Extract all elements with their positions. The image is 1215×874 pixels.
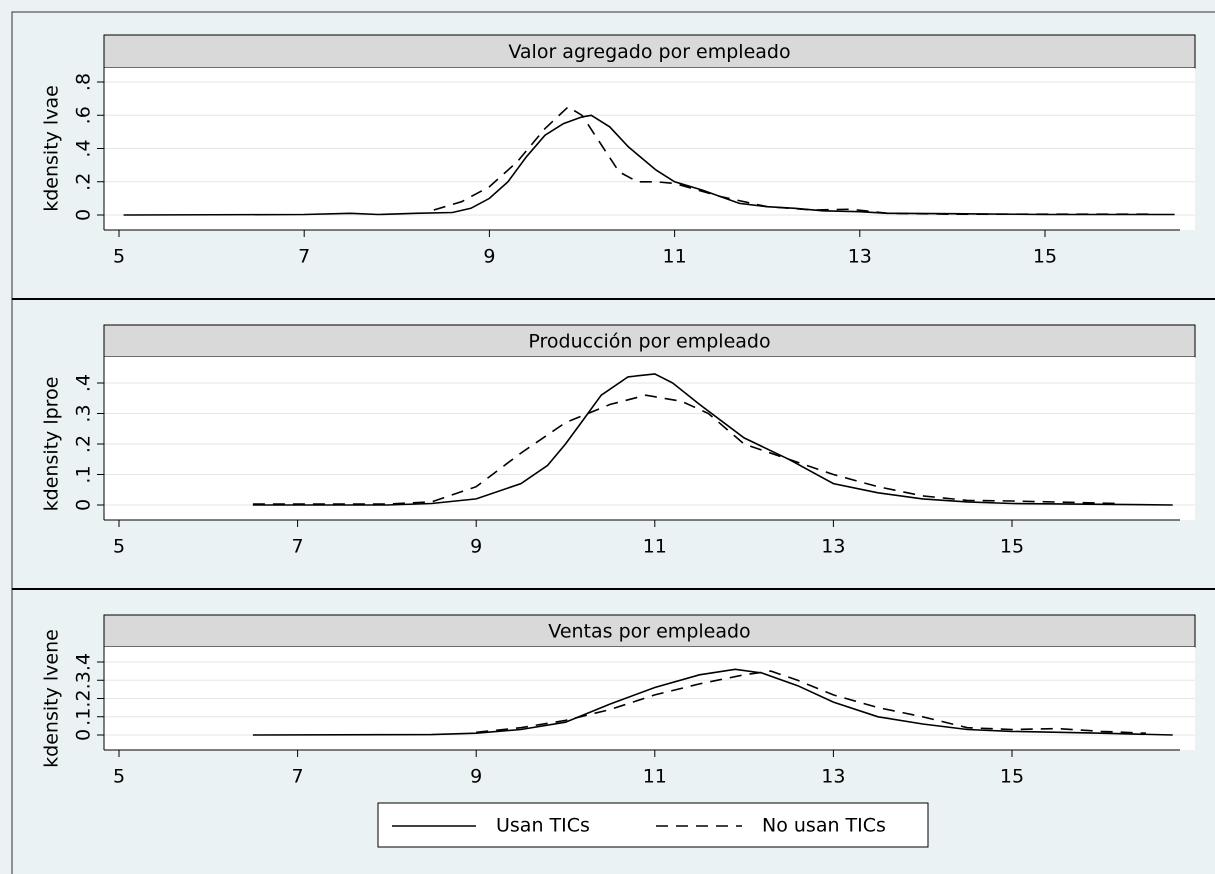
x-tick-label: 9 <box>483 246 495 268</box>
y-tick-label: 0 <box>73 209 95 221</box>
density-line <box>252 668 1173 736</box>
x-tick-label: 11 <box>663 246 687 268</box>
x-tick-label: 11 <box>643 766 667 788</box>
y-tick-label: .1 <box>73 465 95 483</box>
density-line <box>476 670 1146 734</box>
panel-title: Ventas por empleado <box>548 621 750 643</box>
legend: Usan TICs No usan TICs <box>377 802 929 848</box>
x-tick-label: 9 <box>470 766 482 788</box>
y-tick-label: .3 <box>73 404 95 422</box>
x-tick-label: 13 <box>821 536 845 558</box>
panel-title: Producción por empleado <box>528 331 770 353</box>
x-tick-label: 7 <box>298 246 310 268</box>
x-tick-label: 15 <box>1000 766 1024 788</box>
density-line <box>123 114 1175 216</box>
legend-label: Usan TICs <box>496 815 590 837</box>
y-tick-label: .3 <box>73 671 95 689</box>
panel: Producción por empleado 0 .1 .2 .3 .4 kdensity… <box>41 324 1196 558</box>
frame <box>11 11 1215 874</box>
density-line <box>252 394 1120 505</box>
y-tick-label: .1 <box>73 708 95 726</box>
x-tick-label: 9 <box>470 536 482 558</box>
y-tick-label: .2 <box>73 173 95 191</box>
y-tick-label: .2 <box>73 435 95 453</box>
plot-area <box>104 357 1195 520</box>
x-tick-label: 5 <box>113 536 125 558</box>
panel: Valor agregado por empleado 0 .2 .4 .6 .8 kden… <box>41 34 1196 268</box>
y-tick-label: .4 <box>73 374 95 392</box>
panel-title: Valor agregado por empleado <box>508 41 790 63</box>
x-tick-label: 13 <box>848 246 872 268</box>
y-tick-label: .4 <box>73 653 95 671</box>
y-axis-title: kdensity lvae <box>41 85 63 212</box>
x-tick-label: 7 <box>292 536 304 558</box>
density-line <box>252 373 1173 506</box>
title-strip <box>103 34 1196 69</box>
y-tick-label: .2 <box>73 689 95 707</box>
x-tick-label: 15 <box>1000 536 1024 558</box>
panel: Ventas por empleado 0 .1.2.3.4 kdensity lve… <box>41 614 1196 788</box>
legend-label: No usan TICs <box>762 815 886 837</box>
y-tick-label: 0 <box>73 499 95 511</box>
x-tick-label: 5 <box>113 246 125 268</box>
title-strip <box>103 324 1196 358</box>
x-tick-label: 5 <box>113 766 125 788</box>
y-tick-label: 0 <box>73 729 95 741</box>
x-tick-label: 15 <box>1033 246 1057 268</box>
y-axis-title: kdensity lproe <box>41 377 63 512</box>
y-tick-label: .8 <box>73 73 95 91</box>
y-tick-label: .4 <box>73 139 95 157</box>
density-line <box>433 105 1157 215</box>
x-tick-label: 13 <box>821 766 845 788</box>
x-tick-label: 7 <box>292 766 304 788</box>
y-tick-label: .6 <box>73 106 95 124</box>
y-axis-title: kdensity lvene <box>41 629 63 768</box>
x-tick-label: 11 <box>643 536 667 558</box>
legend-box <box>377 802 929 848</box>
